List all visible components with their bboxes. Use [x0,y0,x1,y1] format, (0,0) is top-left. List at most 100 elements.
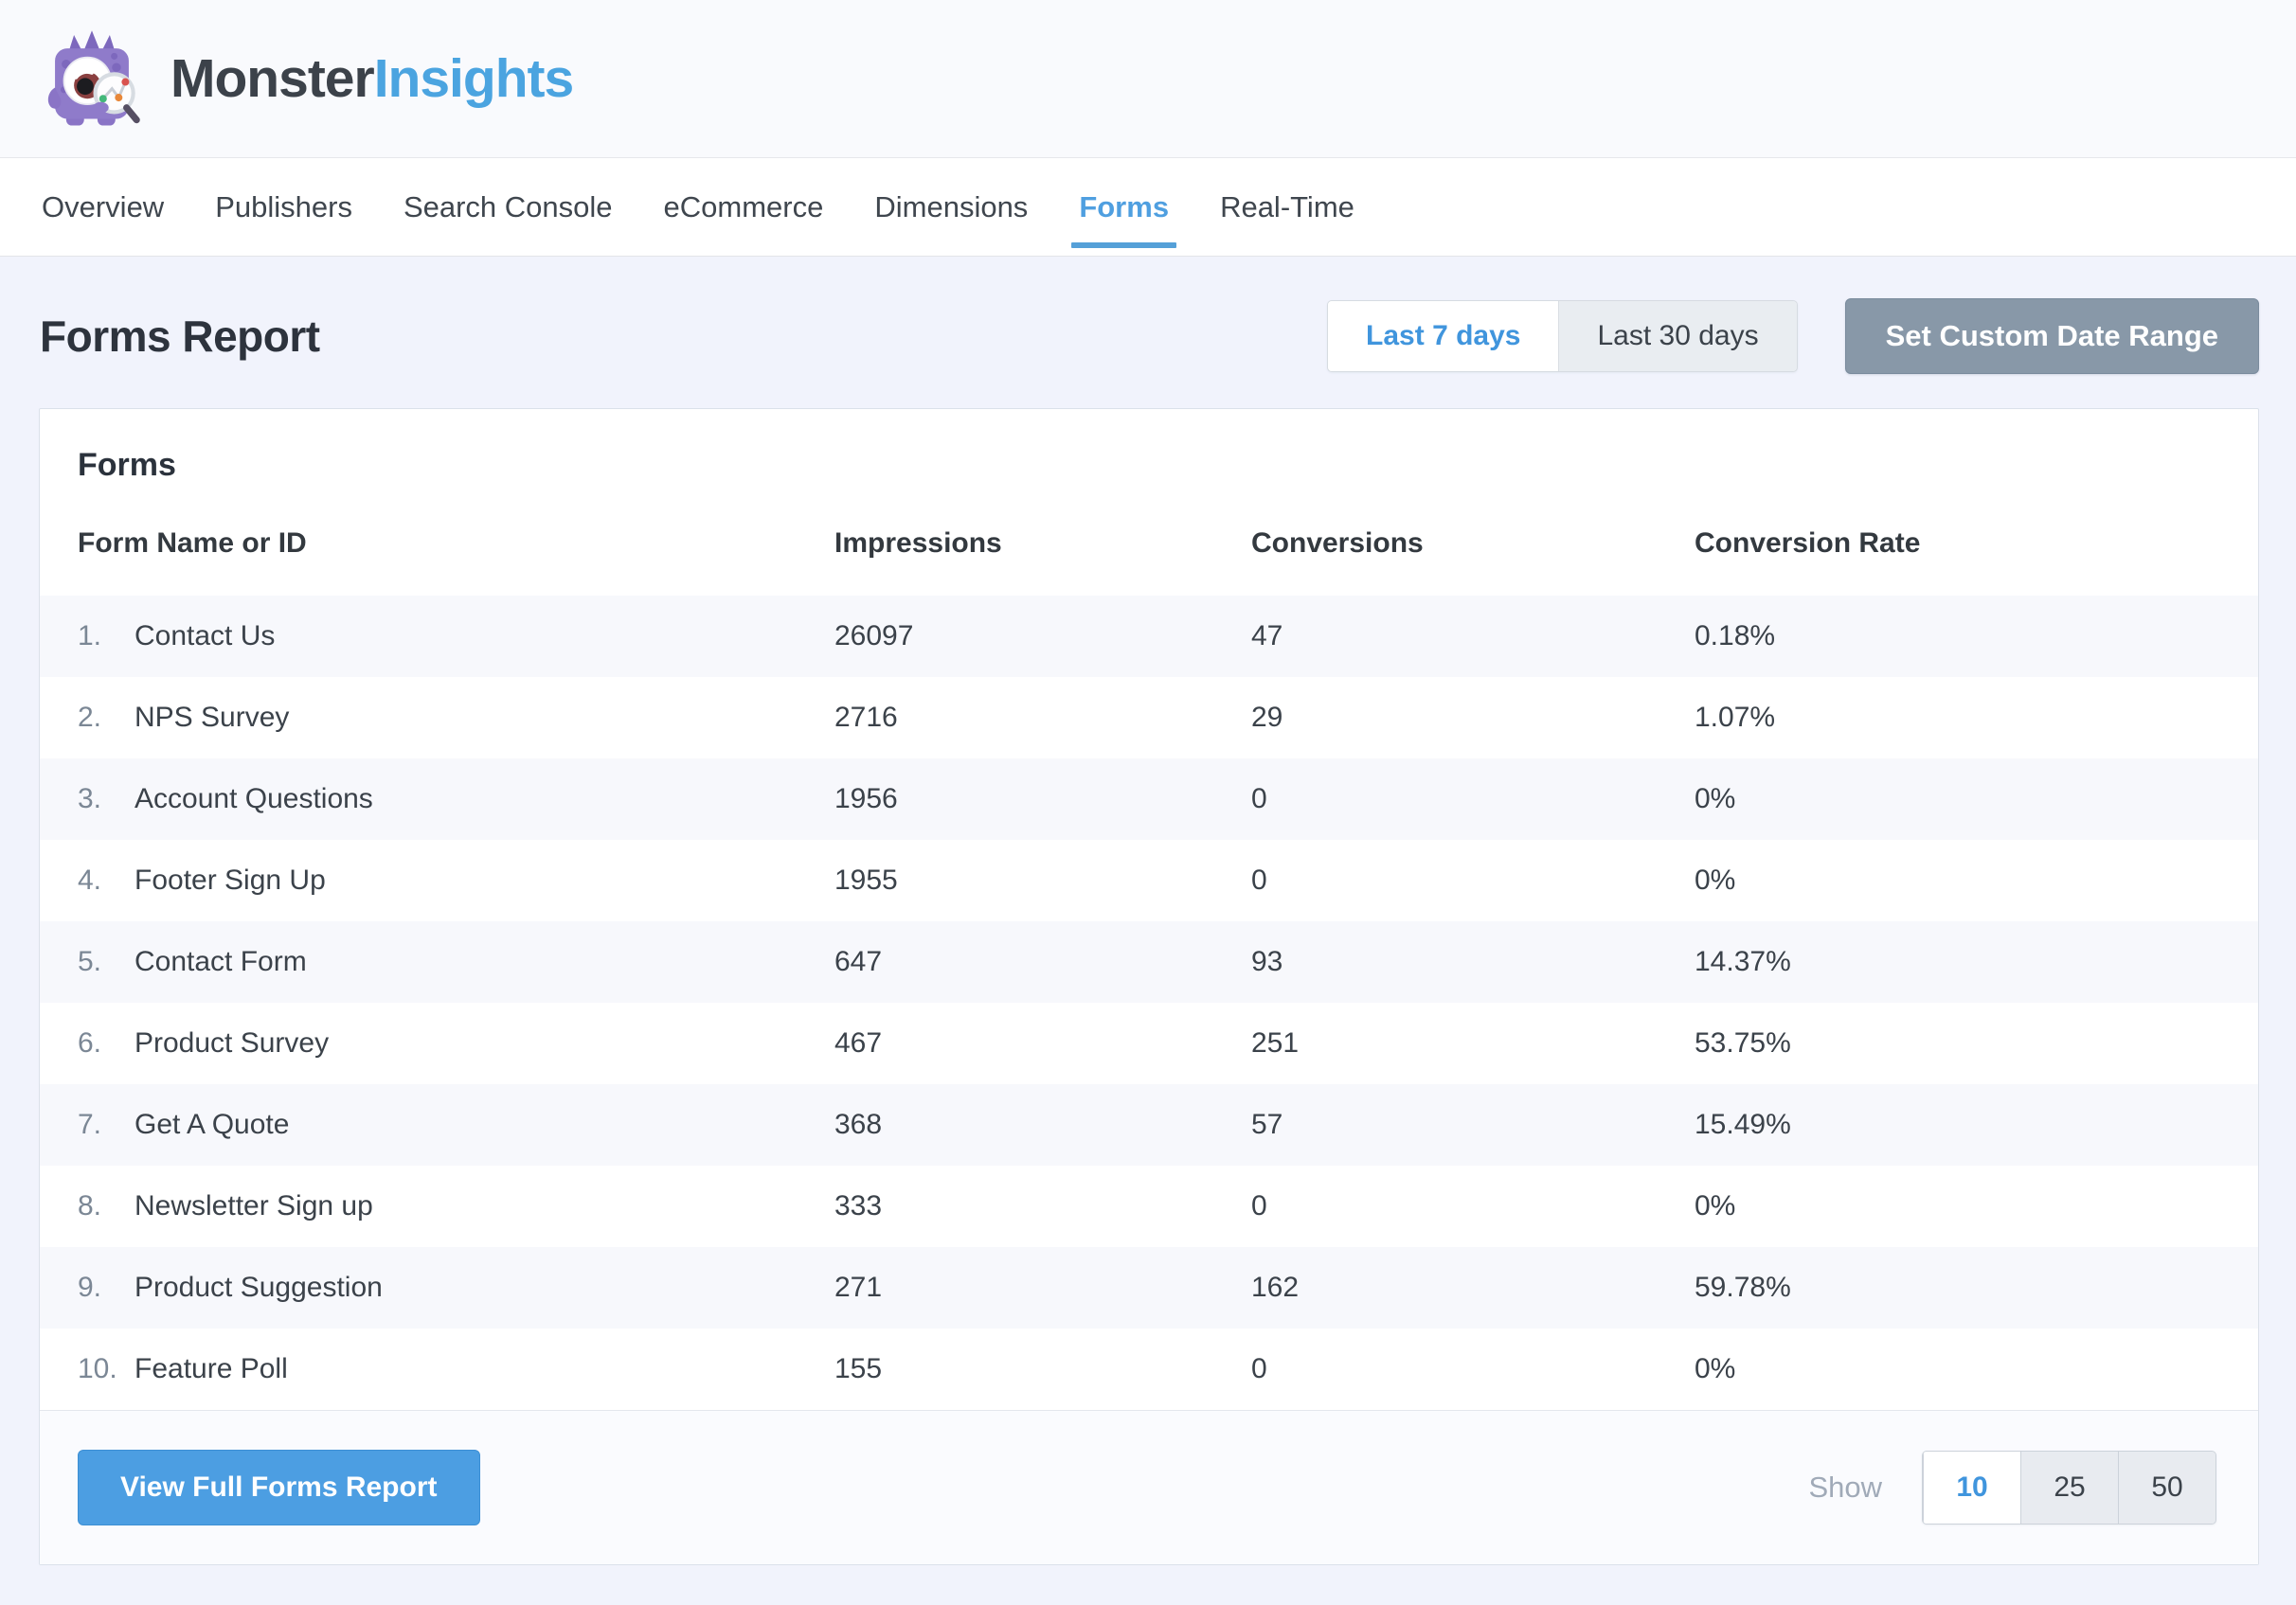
impressions-value: 26097 [834,620,914,651]
nav-tab-label: Search Console [403,189,613,223]
page-size-option-label: 25 [2054,1471,2086,1503]
form-rank: 10. [78,1353,117,1384]
form-rank: 4. [78,865,102,896]
forms-card-footer: View Full Forms Report Show 10 25 50 [40,1410,2258,1564]
nav-tab-label: Forms [1079,189,1170,223]
date-range-option-button[interactable]: Last 30 days [1558,301,1797,371]
impressions-value: 368 [834,1109,883,1140]
nav-tab-label: Real-Time [1220,189,1354,223]
nav-tab-publishers[interactable]: Publishers [213,158,354,256]
form-name: Contact Form [135,946,307,977]
table-row: 4. Footer Sign Up 1955 0 0% [40,840,2258,921]
impressions-value: 155 [834,1353,883,1384]
forms-report-card: Forms Form Name or ID Impressions Conver… [39,408,2259,1565]
monsterinsights-monster-logo-icon [47,30,140,126]
date-range-toggle: Last 7 days Last 30 days [1327,300,1798,372]
date-range-option-button[interactable]: Last 7 days [1328,301,1559,371]
table-row: 9. Product Suggestion 271 162 59.78% [40,1247,2258,1329]
report-tabs-nav: Overview Publishers Search Console eCommerc… [0,158,2296,257]
column-header-conversion-rate: Conversion Rate [1695,527,1921,559]
page-head: Forms Report Last 7 days Last 30 days Set… [40,298,2259,374]
table-row: 8. Newsletter Sign up 333 0 0% [40,1166,2258,1247]
forms-table-header-row: Form Name or ID Impressions Conversions … [40,491,2258,596]
set-custom-date-range-button[interactable]: Set Custom Date Range [1844,298,2259,374]
conversion-rate-value: 59.78% [1695,1272,1791,1303]
table-row: 5. Contact Form 647 93 14.37% [40,921,2258,1003]
table-row: 1. Contact Us 26097 47 0.18% [40,596,2258,677]
conversions-value: 93 [1251,946,1283,977]
page-size-option-button[interactable]: 10 [1923,1452,2020,1524]
forms-table-body: 1. Contact Us 26097 47 0.18% 2. NPS Surv… [40,596,2258,1410]
table-row: 7. Get A Quote 368 57 15.49% [40,1084,2258,1166]
form-rank: 5. [78,946,102,977]
conversion-rate-value: 0.18% [1695,620,1776,651]
page-size-option-button[interactable]: 25 [2020,1452,2118,1524]
conversion-rate-value: 0% [1695,783,1736,814]
nav-tab-search-console[interactable]: Search Console [402,158,615,256]
form-name: Footer Sign Up [135,865,326,896]
form-name: Get A Quote [135,1109,290,1140]
form-rank: 1. [78,620,102,651]
nav-tab-overview[interactable]: Overview [40,158,166,256]
form-name: Newsletter Sign up [135,1190,373,1222]
form-rank: 9. [78,1272,102,1303]
nav-tab-real-time[interactable]: Real-Time [1218,158,1356,256]
date-range-option-label: Last 7 days [1366,320,1521,351]
form-name: Feature Poll [135,1353,288,1384]
page-size-option-label: 10 [1956,1471,1988,1503]
nav-tab-label: Dimensions [874,189,1029,223]
date-range-option-label: Last 30 days [1597,320,1759,351]
nav-tab-forms[interactable]: Forms [1071,158,1176,256]
brand-header: MonsterInsights [0,0,2296,158]
brand-name-secondary: Insights [373,48,575,109]
nav-tab-label: Publishers [215,189,352,223]
conversions-value: 0 [1251,865,1267,896]
conversion-rate-value: 1.07% [1695,702,1776,733]
brand-name-primary: Monster [170,48,375,109]
conversions-value: 162 [1251,1272,1300,1303]
impressions-value: 2716 [834,702,898,733]
impressions-value: 333 [834,1190,883,1222]
view-full-forms-report-button[interactable]: View Full Forms Report [78,1450,480,1525]
table-row: 6. Product Survey 467 251 53.75% [40,1003,2258,1084]
form-name: Product Suggestion [135,1272,383,1303]
form-name: Product Survey [135,1027,330,1059]
table-row: 3. Account Questions 1956 0 0% [40,758,2258,840]
conversions-value: 57 [1251,1109,1283,1140]
column-header-form-name: Form Name or ID [78,527,307,559]
form-rank: 2. [78,702,102,733]
form-name: Contact Us [135,620,276,651]
table-row: 10. Feature Poll 155 0 0% [40,1329,2258,1410]
brand-wordmark: MonsterInsights [170,47,575,110]
form-rank: 8. [78,1190,102,1222]
form-name: Account Questions [135,783,373,814]
nav-tab-label: Overview [42,189,165,223]
column-header-conversions: Conversions [1251,527,1424,559]
page-size-option-label: 50 [2151,1471,2183,1503]
conversions-value: 251 [1251,1027,1300,1059]
impressions-value: 271 [834,1272,883,1303]
page-size-option-button[interactable]: 50 [2118,1452,2215,1524]
form-rank: 3. [78,783,102,814]
conversion-rate-value: 0% [1695,1190,1736,1222]
column-header-impressions: Impressions [834,527,1002,559]
conversion-rate-value: 14.37% [1695,946,1791,977]
nav-tab-ecommerce[interactable]: eCommerce [662,158,826,256]
impressions-value: 1955 [834,865,898,896]
form-name: NPS Survey [135,702,290,733]
conversion-rate-value: 53.75% [1695,1027,1791,1059]
conversions-value: 29 [1251,702,1283,733]
nav-tab-dimensions[interactable]: Dimensions [872,158,1030,256]
conversions-value: 0 [1251,1190,1267,1222]
nav-tab-label: eCommerce [663,189,824,223]
table-row: 2. NPS Survey 2716 29 1.07% [40,677,2258,758]
impressions-value: 647 [834,946,883,977]
conversions-value: 0 [1251,1353,1267,1384]
form-rank: 6. [78,1027,102,1059]
conversion-rate-value: 0% [1695,1353,1736,1384]
impressions-value: 467 [834,1027,883,1059]
conversion-rate-value: 15.49% [1695,1109,1791,1140]
page-title: Forms Report [40,312,320,361]
conversions-value: 0 [1251,783,1267,814]
